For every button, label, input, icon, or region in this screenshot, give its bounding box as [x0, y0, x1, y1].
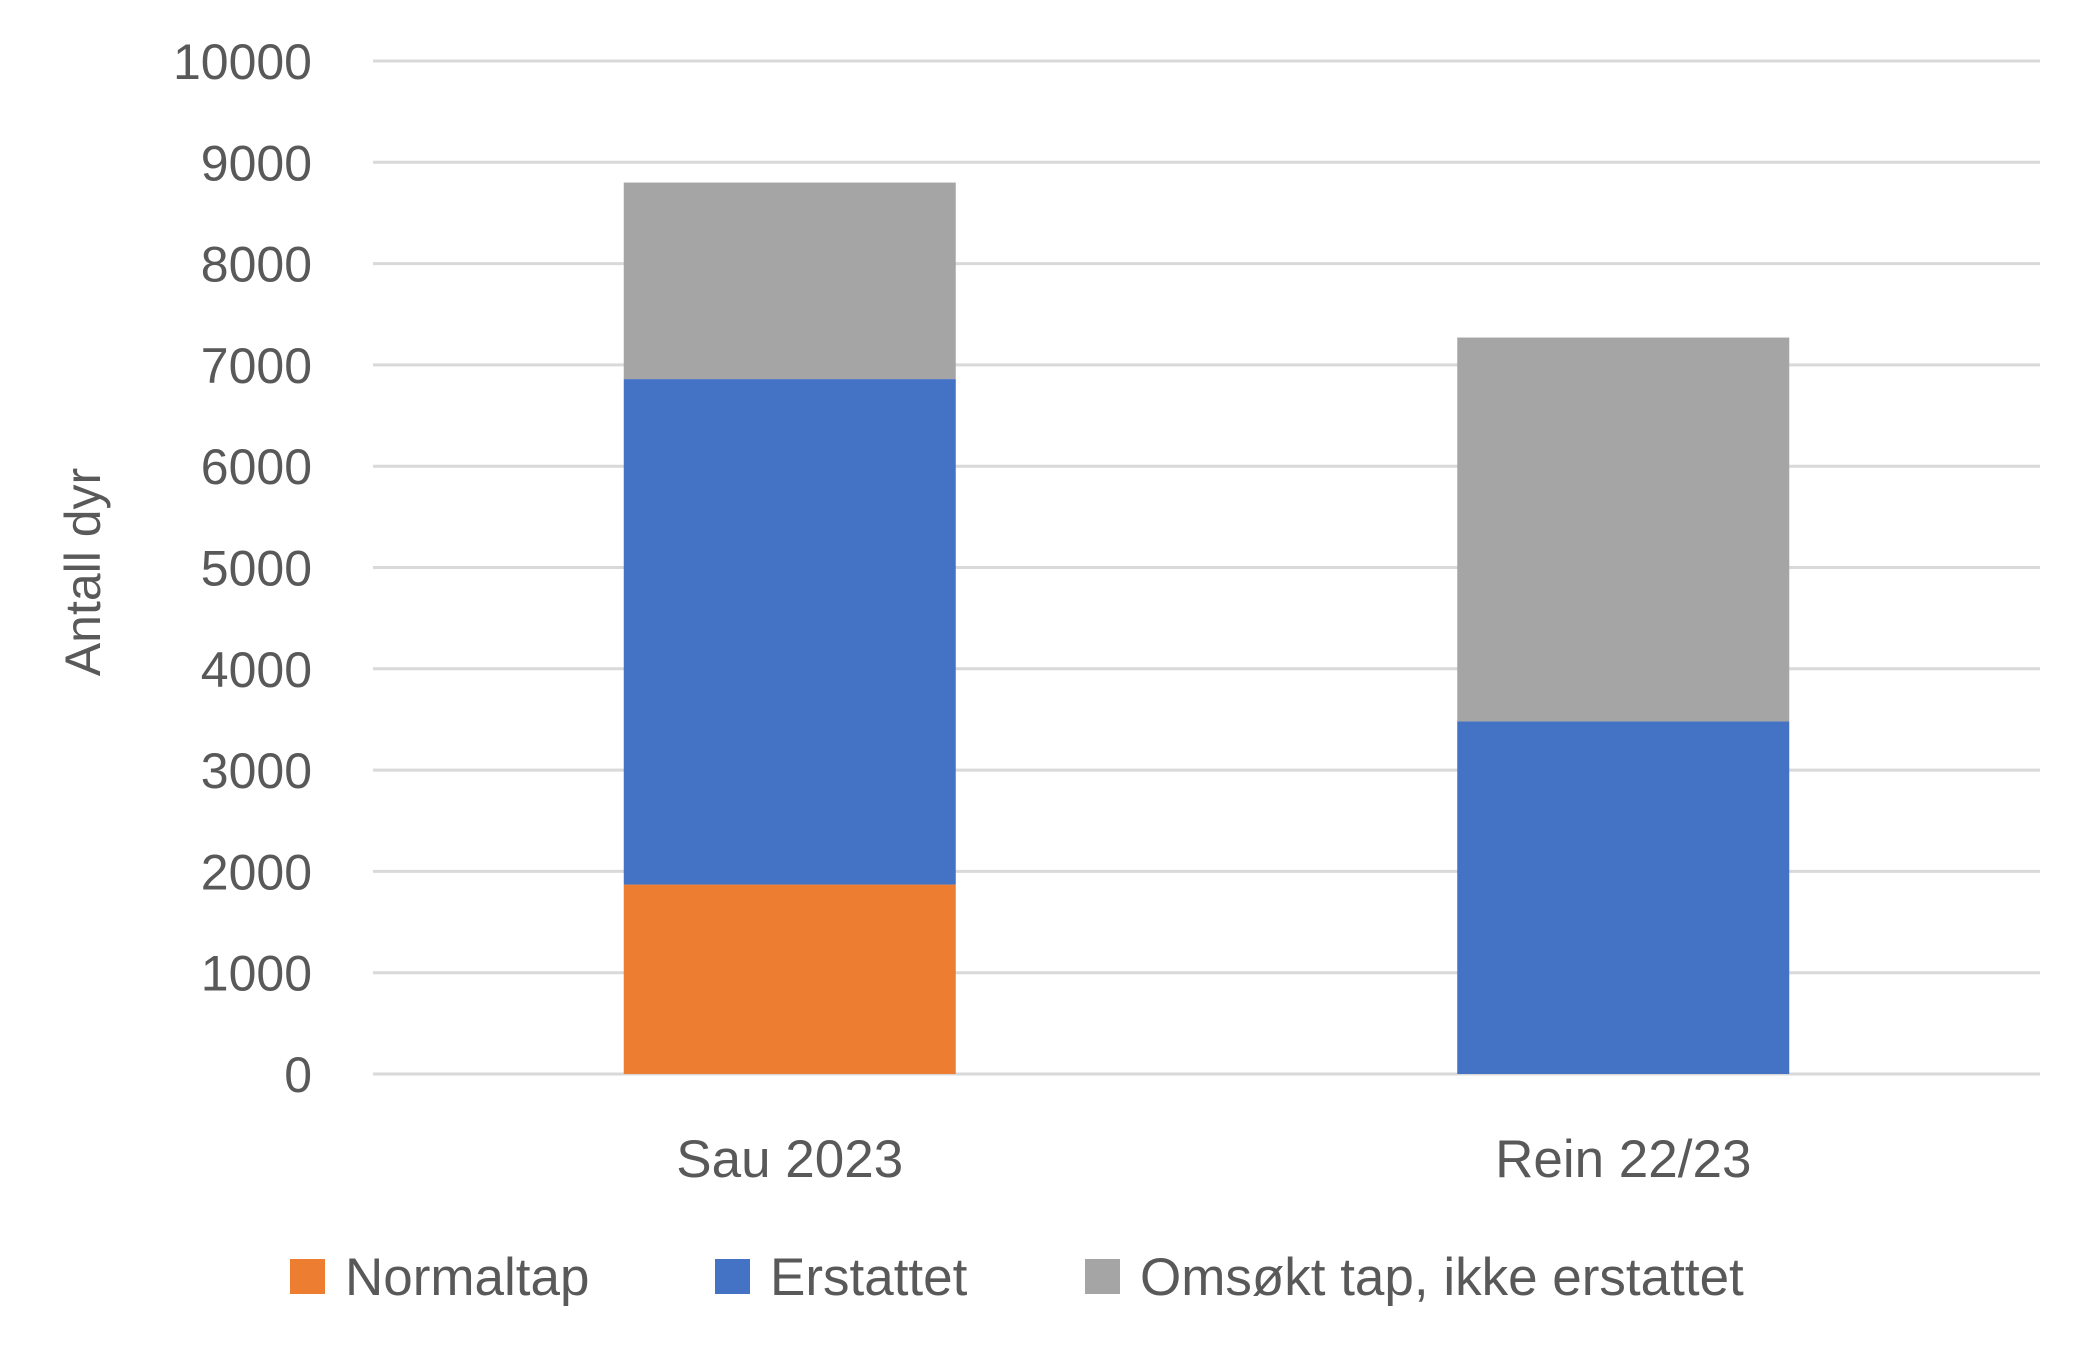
bars — [623, 182, 1790, 1074]
y-tick-label: 8000 — [201, 237, 312, 293]
legend-label: Omsøkt tap, ikke erstattet — [1140, 1248, 1744, 1307]
legend: Normaltap Erstattet Omsøkt tap, ikke ersta… — [290, 1248, 1744, 1307]
y-tick-label: 4000 — [201, 642, 312, 698]
y-axis-title: Antall dyr — [55, 468, 111, 676]
legend-label: Erstattet — [770, 1248, 968, 1307]
y-tick-label: 5000 — [201, 541, 312, 597]
x-category-label: Rein 22/23 — [1495, 1130, 1751, 1189]
y-tick-label: 9000 — [201, 135, 312, 191]
bar-segment-erstattet — [1457, 721, 1790, 1074]
bar-segment-erstattet — [623, 379, 956, 885]
gridlines — [373, 59, 2040, 1076]
y-tick-label: 1000 — [201, 946, 312, 1002]
y-tick-label: 0 — [284, 1047, 312, 1103]
legend-item: Omsøkt tap, ikke erstattet — [1085, 1248, 1744, 1307]
legend-item: Normaltap — [290, 1248, 589, 1307]
y-tick-label: 10000 — [173, 34, 312, 90]
legend-swatch — [290, 1259, 325, 1294]
legend-swatch — [715, 1259, 750, 1294]
y-tick-label: 3000 — [201, 743, 312, 799]
x-category-label: Sau 2023 — [676, 1130, 903, 1189]
y-tick-labels: 0 1000 2000 3000 4000 5000 6000 7000 8000 9000 100… — [173, 34, 312, 1103]
x-category-labels: Sau 2023 Rein 22/23 — [676, 1130, 1751, 1189]
bar-segment-oms-kt-tap-ikke-erstattet — [1457, 337, 1790, 722]
bar-segment-normaltap — [623, 884, 956, 1074]
legend-label: Normaltap — [345, 1248, 589, 1307]
y-tick-label: 2000 — [201, 844, 312, 900]
bar-segment-oms-kt-tap-ikke-erstattet — [623, 182, 956, 380]
legend-swatch — [1085, 1259, 1120, 1294]
legend-item: Erstattet — [715, 1248, 968, 1307]
y-tick-label: 6000 — [201, 439, 312, 495]
y-tick-label: 7000 — [201, 338, 312, 394]
